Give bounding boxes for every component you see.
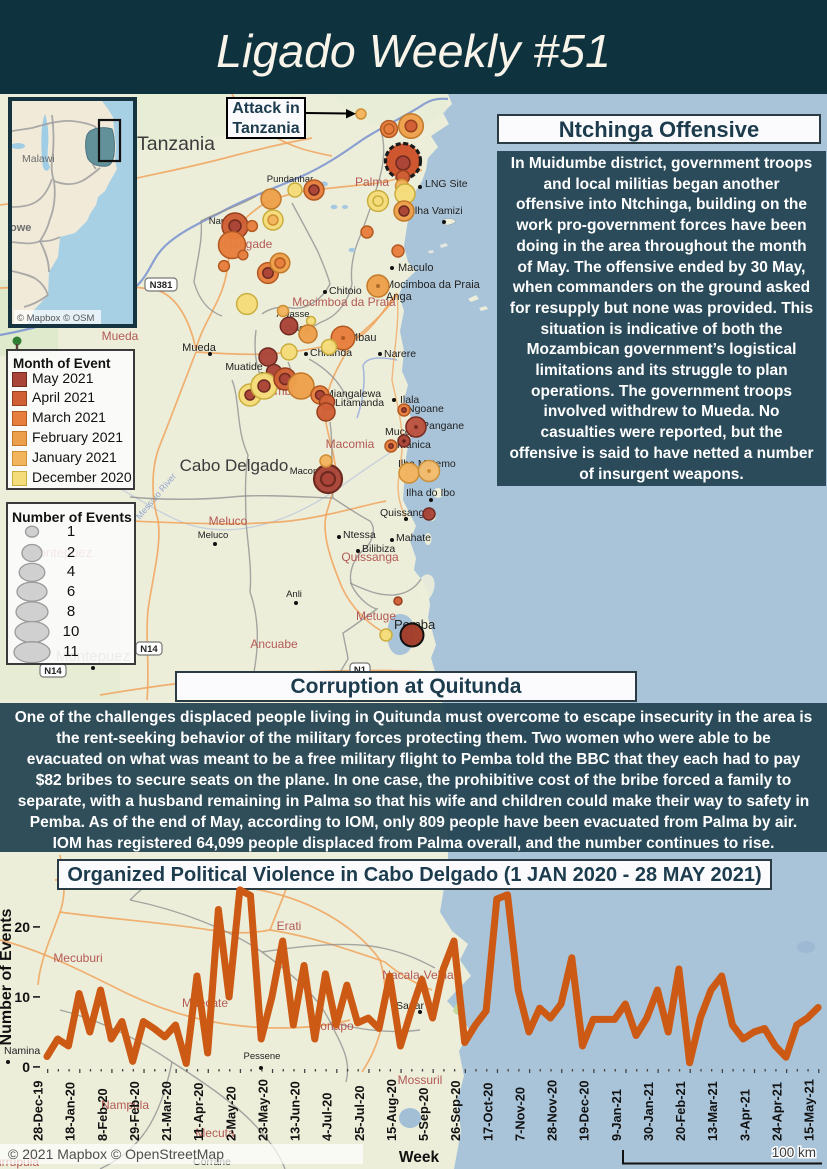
svg-text:21-Mar-20: 21-Mar-20 (159, 1081, 174, 1141)
svg-text:19-Dec-20: 19-Dec-20 (577, 1081, 592, 1141)
svg-text:Pangane: Pangane (422, 420, 464, 432)
svg-text:29-Feb-20: 29-Feb-20 (127, 1081, 142, 1141)
svg-text:15-May-21: 15-May-21 (802, 1079, 817, 1141)
svg-text:Quissanga: Quissanga (341, 550, 399, 564)
svg-text:26-Sep-20: 26-Sep-20 (448, 1081, 463, 1141)
svg-text:Anli: Anli (286, 589, 302, 600)
svg-text:Macomia: Macomia (326, 437, 375, 451)
svg-text:owe: owe (10, 222, 31, 234)
svg-text:28-Nov-20: 28-Nov-20 (545, 1080, 560, 1141)
svg-text:3-Apr-21: 3-Apr-21 (737, 1089, 752, 1141)
svg-text:Meluco: Meluco (209, 514, 248, 528)
svg-text:LNG Site: LNG Site (425, 178, 468, 190)
svg-text:5-Sep-20: 5-Sep-20 (416, 1088, 431, 1141)
svg-text:7-Nov-20: 7-Nov-20 (512, 1087, 527, 1141)
svg-text:8-Feb-20: 8-Feb-20 (95, 1088, 110, 1141)
svg-text:Maculo: Maculo (398, 262, 433, 274)
svg-text:Ilha Vamizi: Ilha Vamizi (412, 205, 463, 217)
svg-text:Meluco: Meluco (198, 530, 229, 541)
svg-text:24-Apr-21: 24-Apr-21 (769, 1082, 784, 1141)
svg-text:23-May-20: 23-May-20 (255, 1079, 270, 1141)
svg-text:4-Jul-20: 4-Jul-20 (320, 1093, 335, 1141)
svg-text:11-Apr-20: 11-Apr-20 (191, 1083, 206, 1141)
svg-text:Awasse: Awasse (276, 309, 309, 320)
svg-text:Ilala: Ilala (400, 394, 419, 406)
svg-text:17-Oct-20: 17-Oct-20 (480, 1083, 495, 1141)
svg-text:© Mapbox © OSM: © Mapbox © OSM (17, 313, 94, 324)
svg-text:Nampula: Nampula (101, 1098, 149, 1112)
svg-text:2-May-20: 2-May-20 (223, 1086, 238, 1141)
svg-text:Bilibiza: Bilibiza (362, 543, 395, 555)
svg-text:Narere: Narere (384, 348, 416, 360)
svg-text:18-Jan-20: 18-Jan-20 (63, 1082, 78, 1141)
svg-text:Pundanhar: Pundanhar (267, 174, 313, 185)
svg-text:Miangalewa: Miangalewa (325, 388, 381, 400)
svg-text:Tanzania: Tanzania (137, 133, 215, 155)
svg-text:Mocimboa da Praia: Mocimboa da Praia (292, 295, 396, 309)
svg-text:N14: N14 (140, 644, 158, 655)
svg-text:N381: N381 (150, 280, 173, 291)
svg-text:Mecuta: Mecuta (195, 1126, 235, 1140)
svg-text:13-Jun-20: 13-Jun-20 (288, 1081, 303, 1141)
svg-text:Metuge: Metuge (356, 609, 396, 623)
svg-text:Ntessa: Ntessa (343, 529, 376, 541)
svg-text:Mocimboa da Praia: Mocimboa da Praia (385, 279, 481, 291)
svg-text:Muatide: Muatide (225, 361, 263, 373)
svg-text:30-Jan-21: 30-Jan-21 (641, 1082, 656, 1141)
svg-text:Mecuburi: Mecuburi (53, 951, 102, 965)
svg-text:Anga: Anga (386, 291, 413, 303)
svg-text:Chitoio: Chitoio (329, 285, 362, 297)
svg-text:25-Jul-20: 25-Jul-20 (352, 1086, 367, 1141)
svg-text:13-Mar-21: 13-Mar-21 (705, 1081, 720, 1141)
svg-text:9-Jan-21: 9-Jan-21 (609, 1089, 624, 1141)
svg-text:Ilha do Ibo: Ilha do Ibo (406, 487, 455, 499)
svg-text:Macomia: Macomia (290, 466, 329, 477)
svg-text:10: 10 (14, 989, 30, 1005)
svg-text:Cabo Delgado: Cabo Delgado (180, 456, 289, 475)
svg-text:Mbau: Mbau (349, 332, 377, 344)
svg-text:Nacala-Velha: Nacala-Velha (382, 968, 454, 982)
svg-text:N1: N1 (354, 665, 367, 676)
svg-text:Ngoane: Ngoane (407, 403, 444, 415)
svg-text:Mueda: Mueda (102, 329, 139, 343)
svg-text:Pessene: Pessene (244, 1051, 281, 1062)
svg-text:Erati: Erati (277, 919, 302, 933)
svg-text:100 km: 100 km (772, 1145, 816, 1160)
svg-text:Namina: Namina (4, 1045, 40, 1057)
svg-text:Palma: Palma (355, 175, 389, 189)
svg-text:20-Feb-21: 20-Feb-21 (673, 1081, 688, 1141)
svg-text:Number of Events: Number of Events (0, 908, 15, 1045)
svg-text:Mahate: Mahate (396, 532, 431, 544)
svg-text:Monapo: Monapo (310, 1019, 354, 1033)
svg-text:N14: N14 (44, 666, 62, 677)
svg-text:20: 20 (14, 919, 30, 935)
svg-text:0: 0 (22, 1059, 30, 1075)
svg-text:28-Dec-19: 28-Dec-19 (31, 1081, 46, 1141)
svg-text:Malawi: Malawi (22, 153, 55, 165)
svg-text:Litamanda: Litamanda (335, 397, 384, 409)
svg-text:Mossuril: Mossuril (398, 1073, 443, 1087)
svg-text:Ancuabe: Ancuabe (250, 637, 298, 651)
svg-text:Week: Week (399, 1149, 440, 1166)
svg-text:Mueda: Mueda (182, 342, 217, 354)
svg-text:Quissanga: Quissanga (380, 507, 430, 519)
svg-text:15-Aug-20: 15-Aug-20 (384, 1079, 399, 1141)
